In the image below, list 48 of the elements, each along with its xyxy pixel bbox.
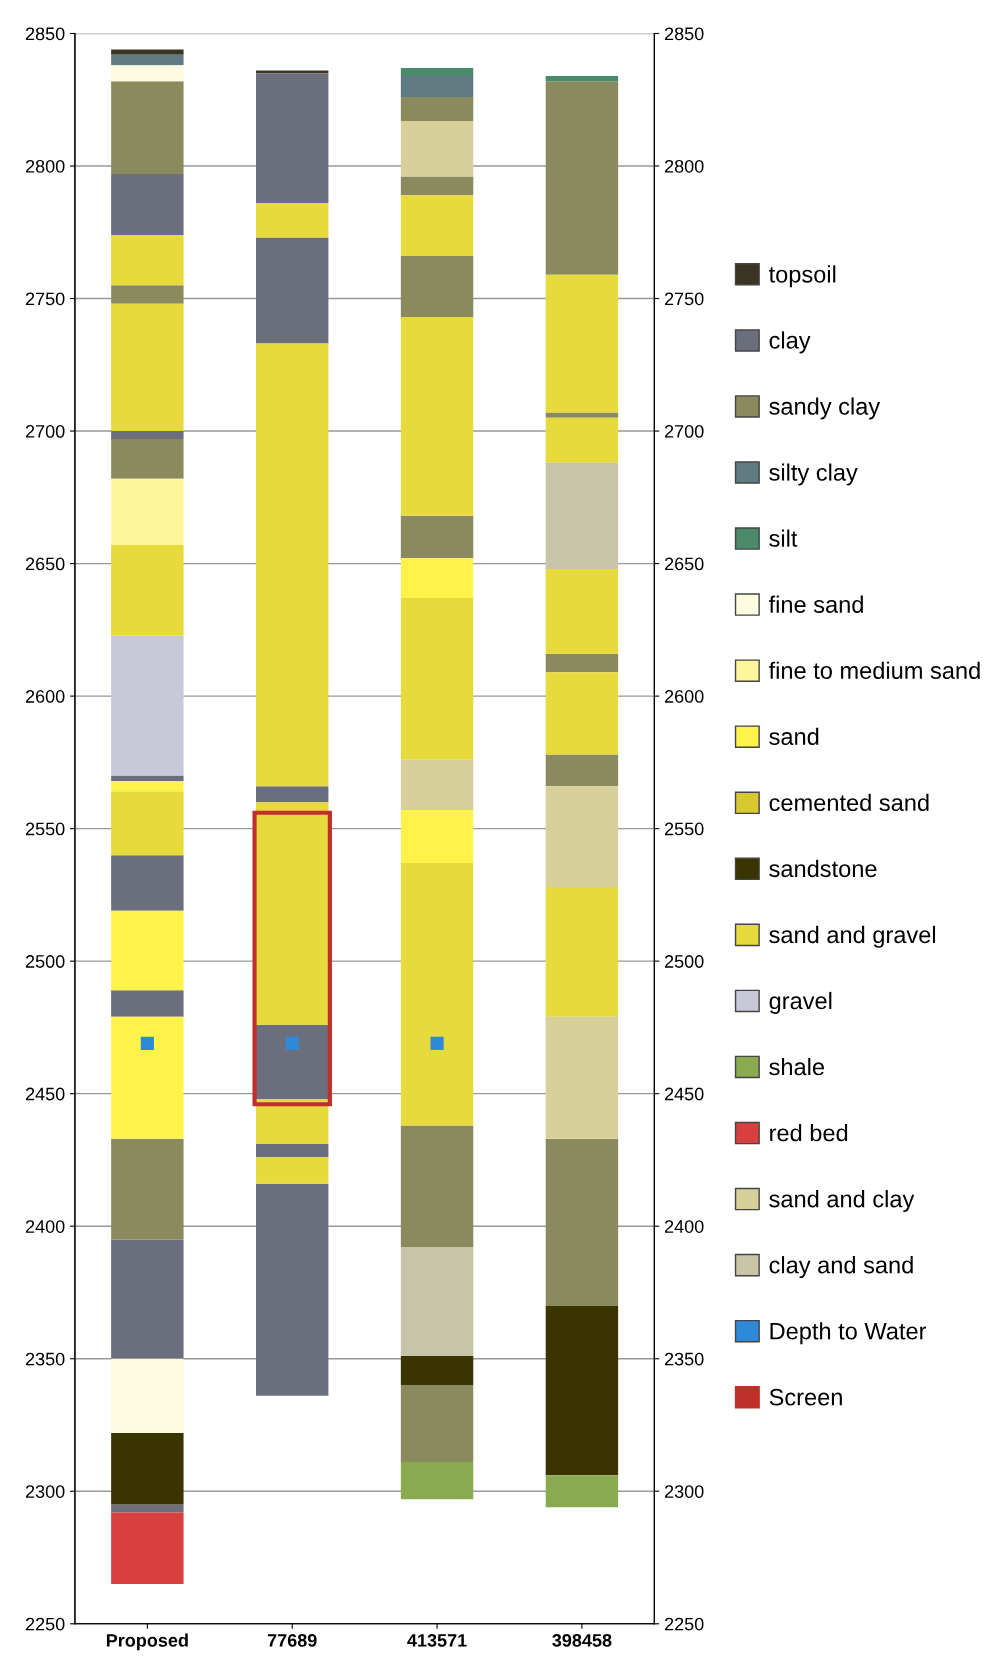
y-tick-label: 2750 (25, 292, 65, 306)
y-tick-label: 2550 (25, 822, 65, 836)
legend-label: silt (769, 529, 798, 547)
legend-label: sand (769, 727, 819, 746)
y-tick-label: 2400 (25, 1220, 65, 1233)
legend-label: clay (769, 331, 811, 354)
y2-tick-label: 2650 (664, 557, 704, 571)
y2-tick-label: 2400 (664, 1220, 704, 1233)
y-tick-label: 2800 (25, 159, 65, 173)
y2-tick-label: 2550 (664, 822, 704, 836)
y-tick-label: 2850 (25, 27, 65, 41)
y2-tick-label: 2800 (664, 159, 704, 173)
y2-tick-label: 2250 (664, 1617, 704, 1631)
legend-label: sand and gravel (769, 925, 936, 948)
legend-label: fine to medium sand (768, 661, 980, 679)
y2-tick-label: 2500 (664, 955, 704, 968)
legend-label: topsoil (768, 265, 836, 288)
y2-tick-label: 2300 (664, 1485, 704, 1498)
x-tick-label: 413571 (407, 1633, 467, 1647)
y-tick-label: 2300 (25, 1485, 65, 1498)
legend-label: Screen (769, 1388, 842, 1406)
y-tick-label: 2600 (25, 690, 65, 703)
y-tick-label: 2450 (25, 1087, 65, 1101)
legend-label: Depth to Water (770, 1322, 927, 1345)
x-tick-label: Proposed (106, 1633, 188, 1651)
legend-label: silty clay (769, 463, 858, 486)
legend-label: sandy clay (769, 397, 881, 420)
y-tick-label: 2650 (25, 557, 65, 571)
y2-tick-label: 2450 (664, 1087, 704, 1101)
x-tick-label: 398458 (552, 1633, 612, 1647)
y2-tick-label: 2600 (664, 690, 704, 703)
legend-label: cemented sand (769, 793, 929, 812)
legend-label: shale (769, 1057, 824, 1076)
legend-label: fine sand (768, 595, 863, 613)
legend-label: sand and clay (769, 1190, 915, 1213)
legend-label: gravel (769, 991, 832, 1014)
y2-tick-label: 2850 (664, 27, 704, 41)
y2-tick-label: 2700 (664, 424, 704, 438)
y2-tick-label: 2750 (664, 292, 704, 306)
x-tick-label: 77689 (267, 1633, 317, 1647)
legend-label: clay and sand (769, 1256, 913, 1279)
y-tick-label: 2500 (25, 955, 65, 968)
y-tick-label: 2250 (25, 1617, 65, 1631)
legend-label: red bed (770, 1124, 848, 1142)
y-tick-label: 2350 (25, 1352, 65, 1366)
legend-label: sandstone (769, 859, 877, 878)
y2-tick-label: 2350 (664, 1352, 704, 1366)
y-tick-label: 2700 (25, 424, 65, 438)
